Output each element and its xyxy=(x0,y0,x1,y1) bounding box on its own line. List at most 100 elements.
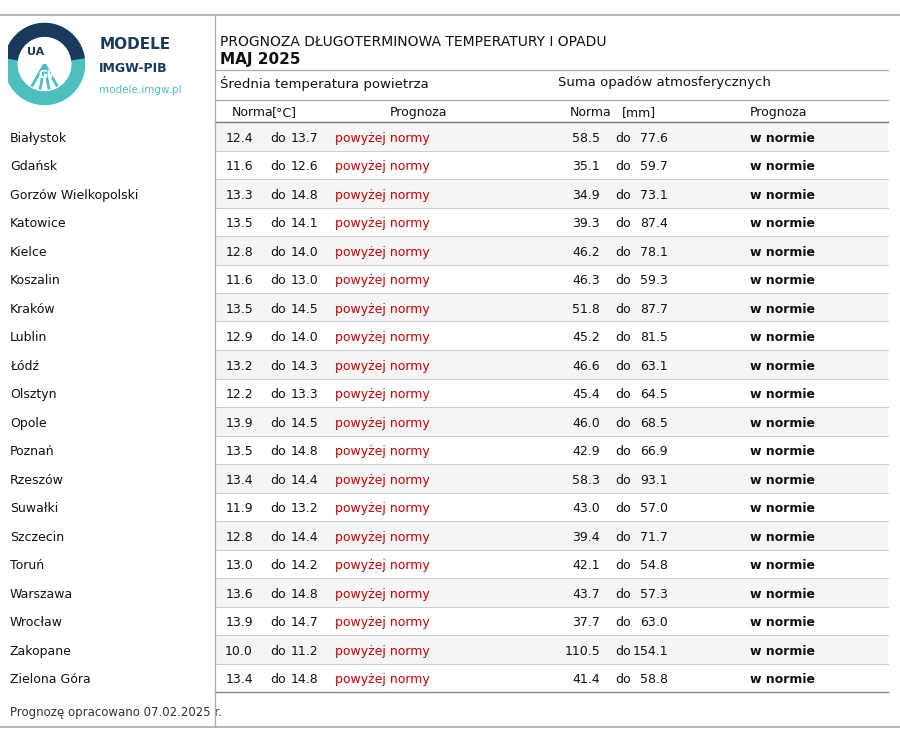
Text: powyżej normy: powyżej normy xyxy=(335,246,430,259)
Text: w normie: w normie xyxy=(750,474,815,487)
Text: Zielona Góra: Zielona Góra xyxy=(10,673,91,686)
Text: 12.4: 12.4 xyxy=(225,132,253,145)
Text: [mm]: [mm] xyxy=(622,106,656,119)
Text: 81.5: 81.5 xyxy=(640,331,668,344)
Text: do: do xyxy=(270,246,285,259)
Text: 42.9: 42.9 xyxy=(572,445,600,458)
Text: w normie: w normie xyxy=(750,559,815,572)
Text: Opole: Opole xyxy=(10,417,47,430)
Text: 14.7: 14.7 xyxy=(290,616,318,629)
Text: do: do xyxy=(270,616,285,629)
Text: do: do xyxy=(270,673,285,686)
Text: 13.7: 13.7 xyxy=(290,132,318,145)
Text: 39.3: 39.3 xyxy=(572,217,600,230)
Text: w normie: w normie xyxy=(750,673,815,686)
Text: 13.0: 13.0 xyxy=(225,559,253,572)
Text: Białystok: Białystok xyxy=(10,132,68,145)
Text: do: do xyxy=(615,673,631,686)
Text: Katowice: Katowice xyxy=(10,217,67,230)
Text: Warszawa: Warszawa xyxy=(10,588,73,601)
Text: do: do xyxy=(615,132,631,145)
Text: powyżej normy: powyżej normy xyxy=(335,588,430,601)
Text: do: do xyxy=(270,274,285,287)
Text: Kraków: Kraków xyxy=(10,303,56,316)
Text: do: do xyxy=(615,246,631,259)
Text: w normie: w normie xyxy=(750,645,815,658)
Text: 12.6: 12.6 xyxy=(291,160,318,173)
Text: 13.2: 13.2 xyxy=(291,502,318,515)
Text: 13.3: 13.3 xyxy=(291,388,318,401)
Text: do: do xyxy=(270,474,285,487)
Text: 13.5: 13.5 xyxy=(225,303,253,316)
Text: Prognoza: Prognoza xyxy=(390,106,447,119)
Text: 12.8: 12.8 xyxy=(225,531,253,544)
Text: do: do xyxy=(615,160,631,173)
Text: w normie: w normie xyxy=(750,217,815,230)
Text: do: do xyxy=(270,189,285,202)
Text: do: do xyxy=(615,360,631,373)
Text: Rzeszów: Rzeszów xyxy=(10,474,64,487)
Text: 64.5: 64.5 xyxy=(640,388,668,401)
Text: powyżej normy: powyżej normy xyxy=(335,388,430,401)
Text: 14.5: 14.5 xyxy=(290,303,318,316)
Text: 54.8: 54.8 xyxy=(640,559,668,572)
Text: 46.3: 46.3 xyxy=(572,274,600,287)
Text: Szczecin: Szczecin xyxy=(10,531,64,544)
Text: powyżej normy: powyżej normy xyxy=(335,303,430,316)
Text: Wrocław: Wrocław xyxy=(10,616,63,629)
Text: 13.4: 13.4 xyxy=(225,474,253,487)
Text: 14.4: 14.4 xyxy=(291,474,318,487)
Text: Średnia temperatura powietrza: Średnia temperatura powietrza xyxy=(220,76,428,91)
Text: w normie: w normie xyxy=(750,160,815,173)
Text: 45.4: 45.4 xyxy=(572,388,600,401)
Polygon shape xyxy=(18,37,70,91)
Text: 45.2: 45.2 xyxy=(572,331,600,344)
Text: 57.0: 57.0 xyxy=(640,502,668,515)
Text: 43.7: 43.7 xyxy=(572,588,600,601)
Text: PROGNOZA DŁUGOTERMINOWA TEMPERATURY I OPADU: PROGNOZA DŁUGOTERMINOWA TEMPERATURY I OP… xyxy=(220,35,607,49)
Text: w normie: w normie xyxy=(750,531,815,544)
Text: do: do xyxy=(615,531,631,544)
Text: do: do xyxy=(270,331,285,344)
Text: do: do xyxy=(615,588,631,601)
Text: powyżej normy: powyżej normy xyxy=(335,217,430,230)
Text: w normie: w normie xyxy=(750,303,815,316)
Text: 13.5: 13.5 xyxy=(225,217,253,230)
Text: Poznań: Poznań xyxy=(10,445,55,458)
Text: do: do xyxy=(615,616,631,629)
Text: Łódź: Łódź xyxy=(10,360,39,373)
Text: 14.0: 14.0 xyxy=(290,331,318,344)
Text: w normie: w normie xyxy=(750,417,815,430)
Text: 14.8: 14.8 xyxy=(290,445,318,458)
Polygon shape xyxy=(5,23,84,64)
Text: 66.9: 66.9 xyxy=(641,445,668,458)
Text: do: do xyxy=(270,132,285,145)
Text: 93.1: 93.1 xyxy=(641,474,668,487)
Text: 11.2: 11.2 xyxy=(291,645,318,658)
Text: do: do xyxy=(270,217,285,230)
Text: do: do xyxy=(615,502,631,515)
Text: powyżej normy: powyżej normy xyxy=(335,673,430,686)
Text: 58.3: 58.3 xyxy=(572,474,600,487)
Text: 78.1: 78.1 xyxy=(640,246,668,259)
Text: Olsztyn: Olsztyn xyxy=(10,388,57,401)
Text: do: do xyxy=(615,445,631,458)
Text: Gorzów Wielkopolski: Gorzów Wielkopolski xyxy=(10,189,139,202)
Text: 58.5: 58.5 xyxy=(572,132,600,145)
Text: do: do xyxy=(270,360,285,373)
Text: 10.0: 10.0 xyxy=(225,645,253,658)
Text: 51.8: 51.8 xyxy=(572,303,600,316)
Text: powyżej normy: powyżej normy xyxy=(335,132,430,145)
Text: MODELE: MODELE xyxy=(99,37,170,52)
Text: do: do xyxy=(270,160,285,173)
Text: do: do xyxy=(615,303,631,316)
Text: do: do xyxy=(270,417,285,430)
Text: 13.5: 13.5 xyxy=(225,445,253,458)
Text: 77.6: 77.6 xyxy=(640,132,668,145)
Text: Prognozę opracowano 07.02.2025 r.: Prognozę opracowano 07.02.2025 r. xyxy=(10,706,222,719)
Text: 13.2: 13.2 xyxy=(225,360,253,373)
Text: Toruń: Toruń xyxy=(10,559,44,572)
Text: 14.8: 14.8 xyxy=(290,673,318,686)
Text: powyżej normy: powyżej normy xyxy=(335,559,430,572)
Text: w normie: w normie xyxy=(750,616,815,629)
